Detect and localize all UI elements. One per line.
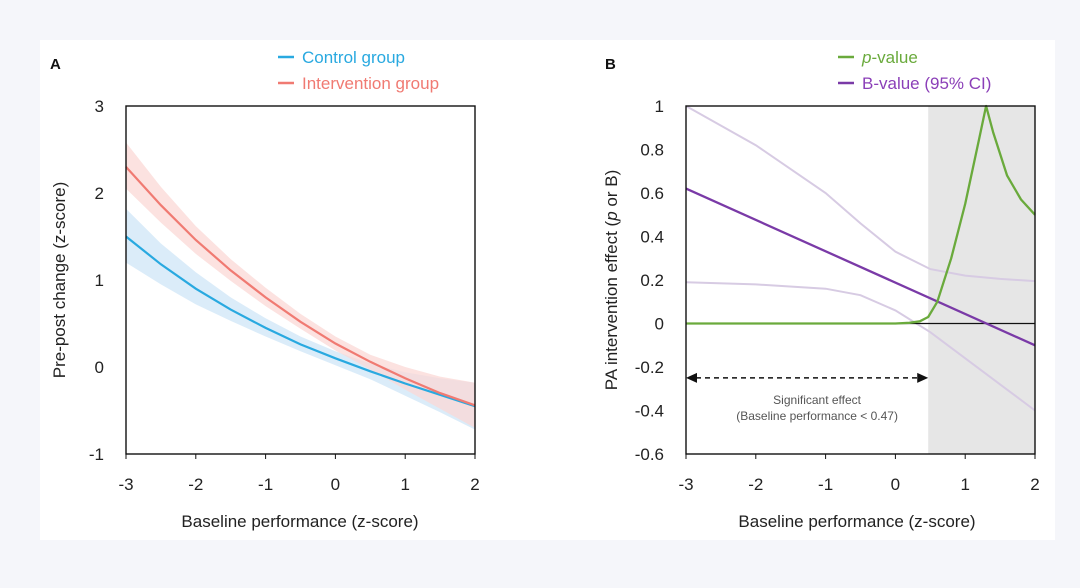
panel-label-a: A (50, 56, 61, 73)
panel-b-x-tick-label: 1 (960, 475, 969, 494)
panel-b-y-tick-label: -0.6 (635, 445, 664, 464)
panel-a-y-tick-label: 3 (95, 97, 104, 116)
panel-b-ci-line-1 (685, 281, 1036, 412)
panel-a-legend: Control group Intervention group (278, 48, 439, 93)
panel-b-plot-frame (685, 105, 1036, 455)
panel-a-x-ticks: -3 -2 -1 0 1 2 (118, 454, 480, 494)
panel-b-b-value-line (685, 187, 1036, 347)
significance-annotation-line1: Significant effect (773, 393, 861, 407)
panel-a-y-axis-title: Pre-post change (z-score) (50, 182, 69, 379)
panel-a-series-line-1 (125, 166, 476, 407)
panel-a-series-line-0 (125, 235, 476, 408)
panel-b-y-tick-label: -0.2 (635, 358, 664, 377)
panel-b-x-ticks: -3 -2 -1 0 1 2 (678, 454, 1040, 494)
arrowhead-right-icon (917, 372, 929, 383)
panel-b-x-tick-label: 0 (891, 475, 900, 494)
panel-a-confidence-bands (126, 142, 475, 430)
panel-a-x-tick-label: -2 (188, 475, 203, 494)
panel-a-x-tick-label: 1 (400, 475, 409, 494)
panel-a-x-tick-label: -3 (118, 475, 133, 494)
panel-a-band-1 (126, 142, 475, 428)
panel-b-y-tick-label: 0 (655, 315, 664, 334)
panel-b-x-tick-label: -2 (748, 475, 763, 494)
panel-a-y-tick-label: 1 (95, 271, 104, 290)
panel-b-y-ticks: 1 0.8 0.6 0.4 0.2 0 -0.2 -0.4 -0.6 (635, 97, 664, 464)
panel-b-x-tick-label: -3 (678, 475, 693, 494)
panel-a-series-lines (125, 166, 476, 408)
panel-b-y-axis-title: PA intervention effect (p or B) (602, 170, 621, 391)
panel-b-x-axis-title: Baseline performance (z-score) (738, 512, 975, 531)
panel-a-legend-label: Intervention group (302, 74, 439, 93)
panel-b-y-tick-label: 1 (655, 97, 664, 116)
panel-a-x-tick-label: 0 (331, 475, 340, 494)
panel-b-y-tick-label: 0.6 (640, 184, 664, 203)
panel-a-y-tick-label: 2 (95, 184, 104, 203)
panel-b-x-tick-label: -1 (818, 475, 833, 494)
panel-b-significance-annotation: Significant effect (Baseline performance … (686, 372, 929, 423)
panel-b-y-tick-label: -0.4 (635, 402, 664, 421)
panel-b-legend-label: B-value (95% CI) (862, 74, 991, 93)
panel-a-plot-frame (125, 105, 476, 455)
panel-b-ci-line-0 (685, 105, 1036, 283)
panel-a-x-tick-label: -1 (258, 475, 273, 494)
panel-b-y-tick-label: 0.8 (640, 141, 664, 160)
panel-a-y-tick-label: -1 (89, 445, 104, 464)
panel-b-y-tick-label: 0.4 (640, 228, 664, 247)
panel-b-x-tick-label: 2 (1030, 475, 1039, 494)
significance-annotation-line2: (Baseline performance < 0.47) (736, 409, 898, 423)
panel-a-x-axis-title: Baseline performance (z-score) (181, 512, 418, 531)
panel-b-y-tick-label: 0.2 (640, 271, 664, 290)
panel-b-legend: p-value B-value (95% CI) (838, 48, 991, 93)
panel-b-p-value-line (686, 104, 1036, 325)
panel-label-b: B (605, 56, 616, 73)
panel-b-series-lines (685, 104, 1036, 412)
panel-a-x-tick-label: 2 (470, 475, 479, 494)
panel-a-y-tick-label: 0 (95, 358, 104, 377)
panel-a-legend-label: Control group (302, 48, 405, 67)
arrowhead-left-icon (686, 372, 697, 383)
panel-b-legend-label: p-value (861, 48, 918, 67)
panel-a-y-ticks: 3 2 1 0 -1 (89, 97, 104, 464)
